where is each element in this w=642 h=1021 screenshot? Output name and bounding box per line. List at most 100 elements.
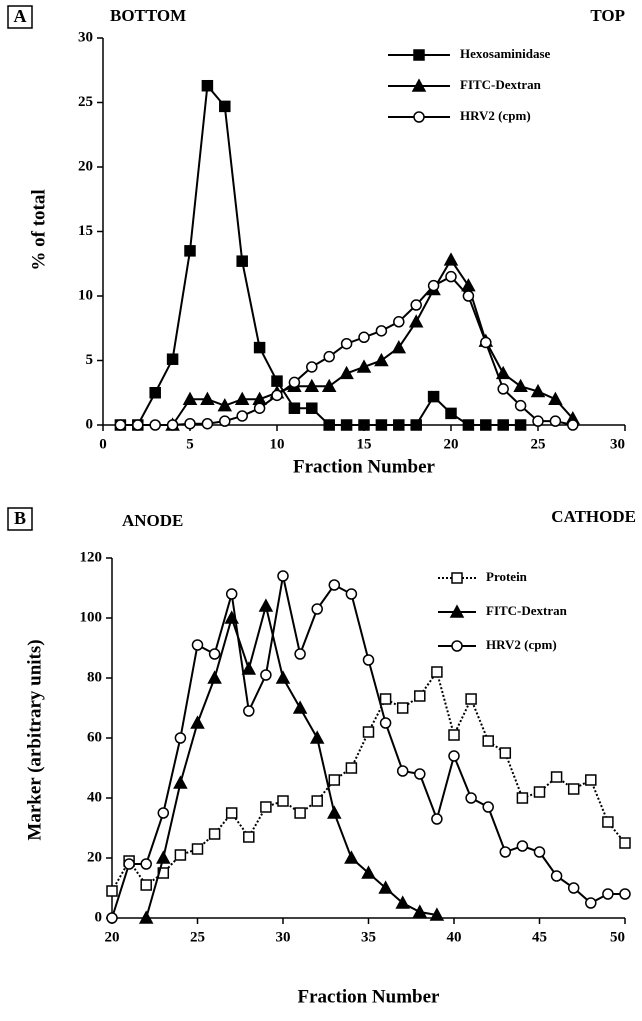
marker-triangle <box>292 700 308 714</box>
marker-circle <box>516 840 529 852</box>
marker-square <box>294 807 306 819</box>
y-tick-label: 30 <box>78 29 93 45</box>
marker-circle <box>448 750 460 762</box>
marker-square <box>225 807 238 819</box>
y-tick-label: 10 <box>78 287 93 303</box>
marker-triangle <box>200 391 215 405</box>
annotation: CATHODE <box>551 507 636 526</box>
marker-circle <box>114 419 127 431</box>
marker-triangle <box>182 391 198 405</box>
marker-circle <box>393 316 405 328</box>
marker-square <box>201 79 214 92</box>
marker-circle <box>465 792 477 804</box>
marker-square <box>106 885 118 897</box>
marker-triangle <box>309 730 325 744</box>
marker-circle <box>567 419 579 431</box>
x-tick-label: 0 <box>99 436 107 452</box>
x-tick-label: 40 <box>447 929 462 945</box>
marker-square <box>288 402 301 414</box>
annotation: TOP <box>590 6 625 25</box>
marker-square <box>482 735 494 747</box>
y-axis-title: % of total <box>28 189 49 270</box>
y-tick-label: 80 <box>87 669 102 685</box>
marker-triangle <box>344 850 359 864</box>
marker-circle <box>585 897 597 909</box>
marker-square <box>602 816 614 828</box>
annotation: ANODE <box>122 511 183 530</box>
panel-label: B <box>14 508 26 528</box>
marker-circle <box>157 807 170 819</box>
marker-circle <box>294 648 306 660</box>
marker-square <box>396 702 409 714</box>
marker-circle <box>225 588 238 600</box>
marker-circle <box>277 570 289 582</box>
marker-square <box>260 801 272 813</box>
marker-circle <box>253 402 266 414</box>
marker-triangle <box>411 78 427 92</box>
marker-square <box>306 402 318 414</box>
marker-circle <box>427 279 440 292</box>
marker-circle <box>174 732 187 744</box>
marker-circle <box>340 337 353 350</box>
marker-square <box>328 774 341 786</box>
marker-circle <box>191 639 204 651</box>
marker-circle <box>396 765 409 777</box>
marker-circle <box>499 846 512 858</box>
x-tick-label: 30 <box>276 929 291 945</box>
panel-box <box>7 507 33 531</box>
marker-circle <box>532 415 544 427</box>
marker-triangle <box>361 865 376 879</box>
marker-triangle <box>173 775 188 789</box>
x-axis-title: Fraction Number <box>293 456 436 477</box>
marker-square <box>253 341 266 354</box>
marker-triangle <box>156 850 171 864</box>
marker-circle <box>328 579 341 591</box>
marker-square <box>174 849 187 861</box>
marker-triangle <box>395 895 410 909</box>
marker-circle <box>306 361 318 373</box>
marker-square <box>191 843 204 855</box>
marker-circle <box>362 654 375 666</box>
marker-circle <box>549 415 562 427</box>
marker-triangle <box>530 383 546 398</box>
marker-triangle <box>304 378 320 393</box>
marker-triangle <box>234 391 250 405</box>
marker-square <box>166 353 179 365</box>
marker-circle <box>413 111 425 123</box>
marker-circle <box>236 410 248 422</box>
marker-circle <box>379 717 392 729</box>
marker-square <box>375 419 388 431</box>
marker-square <box>451 572 463 584</box>
marker-square <box>277 795 289 807</box>
marker-triangle <box>207 670 222 684</box>
marker-triangle <box>378 880 393 894</box>
marker-triangle <box>513 378 528 393</box>
marker-square <box>345 762 358 774</box>
marker-circle <box>375 325 388 337</box>
marker-circle <box>514 399 527 412</box>
x-axis-title: Fraction Number <box>298 986 441 1007</box>
legend-label: HRV2 (cpm) <box>460 108 531 123</box>
marker-circle <box>410 299 422 311</box>
marker-square <box>462 419 475 431</box>
marker-circle <box>451 640 463 652</box>
legend-label: Protein <box>486 569 528 584</box>
y-tick-label: 15 <box>78 223 93 239</box>
series-line <box>145 605 438 919</box>
marker-square <box>514 419 527 431</box>
marker-square <box>358 419 370 431</box>
marker-triangle <box>495 365 511 380</box>
marker-circle <box>311 603 323 615</box>
x-tick-label: 35 <box>361 929 376 945</box>
x-tick-label: 5 <box>186 436 194 452</box>
marker-square <box>184 245 196 257</box>
marker-square <box>323 419 335 431</box>
marker-circle <box>550 870 563 882</box>
marker-square <box>362 726 375 738</box>
marker-circle <box>140 858 152 870</box>
marker-square <box>340 419 353 431</box>
x-tick-label: 50 <box>610 929 625 945</box>
marker-triangle <box>321 378 337 393</box>
marker-square <box>445 407 457 420</box>
marker-circle <box>271 389 283 402</box>
